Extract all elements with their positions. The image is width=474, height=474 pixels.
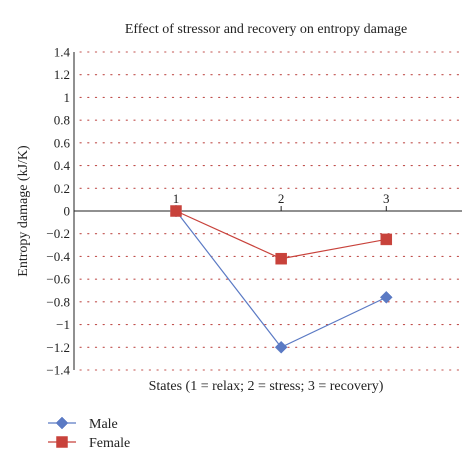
- y-tick-label: −0.6: [46, 272, 70, 287]
- chart-title: Effect of stressor and recovery on entro…: [125, 22, 407, 37]
- y-tick-label: −0.8: [46, 294, 70, 309]
- x-axis-title: States (1 = relax; 2 = stress; 3 = recov…: [149, 379, 384, 394]
- data-point-female: [170, 205, 182, 217]
- legend-marker-female: [56, 436, 68, 448]
- x-tick-label: 2: [278, 191, 285, 206]
- y-tick-label: −1: [56, 317, 70, 332]
- axes: [73, 52, 462, 370]
- y-tick-labels: 1.4 1.2 1 0.8 0.6 0.4 0.2 0 −0.2 −0.4 −0.6 −0.8 −1 −1…: [46, 45, 70, 378]
- legend-marker-male: [55, 416, 69, 430]
- x-tick-label: 1: [173, 191, 180, 206]
- data-point-male: [274, 340, 288, 354]
- legend: Male Female: [48, 416, 130, 451]
- y-axis-title: Entropy damage (kJ/K): [16, 145, 31, 277]
- y-tick-label: 0.2: [54, 181, 70, 196]
- y-tick-label: 0.6: [54, 135, 71, 150]
- x-tick-label: 3: [383, 191, 390, 206]
- y-tick-label: 1.4: [54, 45, 71, 60]
- y-tick-label: −0.2: [46, 226, 70, 241]
- y-tick-label: 1: [64, 90, 71, 105]
- y-tick-label: −1.4: [46, 363, 70, 378]
- y-tick-label: −1.2: [46, 340, 70, 355]
- data-point-female: [380, 233, 393, 246]
- y-tick-label: 0: [64, 204, 71, 219]
- data-point-male: [379, 290, 393, 304]
- series-markers: [169, 204, 393, 354]
- y-tick-label: 0.8: [54, 113, 70, 128]
- x-tick-labels: 1 2 3: [173, 191, 390, 206]
- legend-label-female: Female: [89, 436, 130, 451]
- data-point-female: [275, 252, 287, 265]
- y-tick-label: −0.4: [46, 249, 70, 264]
- y-tick-label: 1.2: [54, 67, 70, 82]
- legend-label-male: Male: [89, 417, 118, 432]
- y-tick-label: 0.4: [54, 158, 71, 173]
